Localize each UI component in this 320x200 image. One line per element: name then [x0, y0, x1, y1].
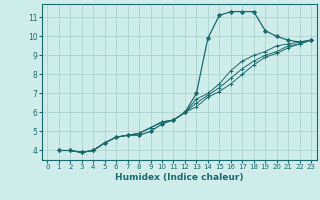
X-axis label: Humidex (Indice chaleur): Humidex (Indice chaleur) — [115, 173, 244, 182]
